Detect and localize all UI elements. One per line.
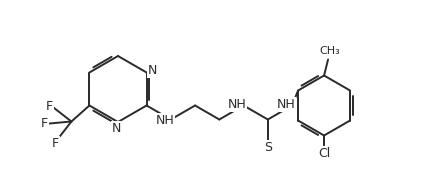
Text: F: F bbox=[52, 137, 59, 150]
Text: NH: NH bbox=[155, 114, 174, 127]
Text: N: N bbox=[148, 64, 157, 77]
Text: NH: NH bbox=[228, 98, 247, 111]
Text: NH: NH bbox=[276, 98, 295, 111]
Text: N: N bbox=[111, 122, 121, 135]
Text: S: S bbox=[264, 141, 272, 154]
Text: F: F bbox=[46, 100, 53, 113]
Text: F: F bbox=[41, 117, 48, 130]
Text: Cl: Cl bbox=[318, 147, 330, 160]
Text: CH₃: CH₃ bbox=[320, 47, 340, 56]
